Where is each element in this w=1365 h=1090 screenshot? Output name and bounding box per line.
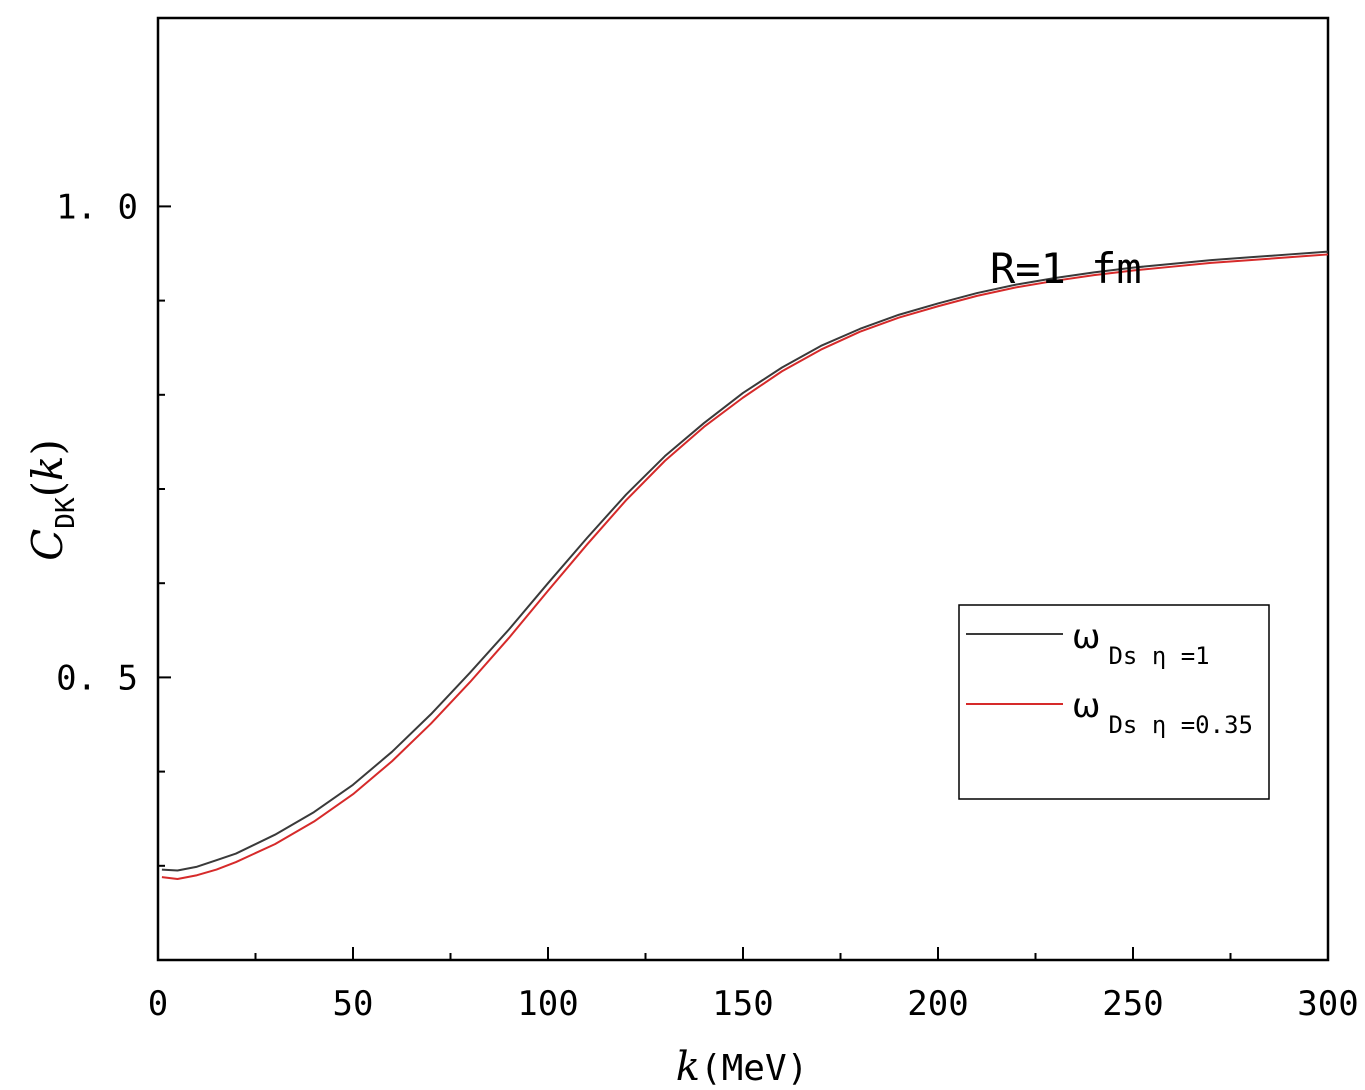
series-layer [161,250,1329,880]
y-axis-title-subscript: DK [51,497,81,529]
x-tick-label: 150 [712,984,773,1024]
y-tick-label: 1. 0 [56,187,138,227]
plot-area [156,16,1330,962]
legend-symbol-series-1: ω [1072,617,1100,657]
legend-subscript-series-1: Ds η =1 [1108,642,1209,670]
x-tick-label: 250 [1102,984,1163,1024]
x-axis-title: k(MeV) [676,1044,809,1090]
y-tick-label: 0. 5 [56,658,138,698]
x-tick-label: 200 [907,984,968,1024]
legend-box [958,604,1270,800]
y-axis-title-open-paren: ( [23,481,72,497]
annotation-text: R=1 fm [990,244,1142,293]
y-axis-title-variable: k [23,456,72,481]
legend-symbol-series-2: ω [1072,686,1100,726]
ticks-layer [157,205,1329,960]
legend-label-series-2: ω Ds η =0.35 [1072,686,1253,739]
plot-frame [156,16,1330,962]
x-tick-label: 300 [1297,984,1358,1024]
series-line-2 [161,253,1329,880]
x-tick-label: 100 [517,984,578,1024]
x-tick-label: 50 [333,984,374,1024]
tick-labels: 0 50 100 150 200 250 300 0. 5 1. 0 [56,187,1359,1024]
x-axis-title-unit: (MeV) [700,1048,808,1089]
series-line-1 [161,250,1329,872]
legend-subscript-series-2: Ds η =0.35 [1108,711,1253,739]
x-tick-label: 0 [148,984,168,1024]
y-axis-title-close-paren: ) [23,439,72,455]
x-axis-title-variable: k [676,1044,700,1090]
y-axis-title-symbol: C [23,529,72,561]
legend-label-series-1: ω Ds η =1 [1072,617,1210,670]
legend: ω Ds η =1 ω Ds η =0.35 [958,604,1270,800]
y-axis-title: CDK(k) [23,439,81,561]
